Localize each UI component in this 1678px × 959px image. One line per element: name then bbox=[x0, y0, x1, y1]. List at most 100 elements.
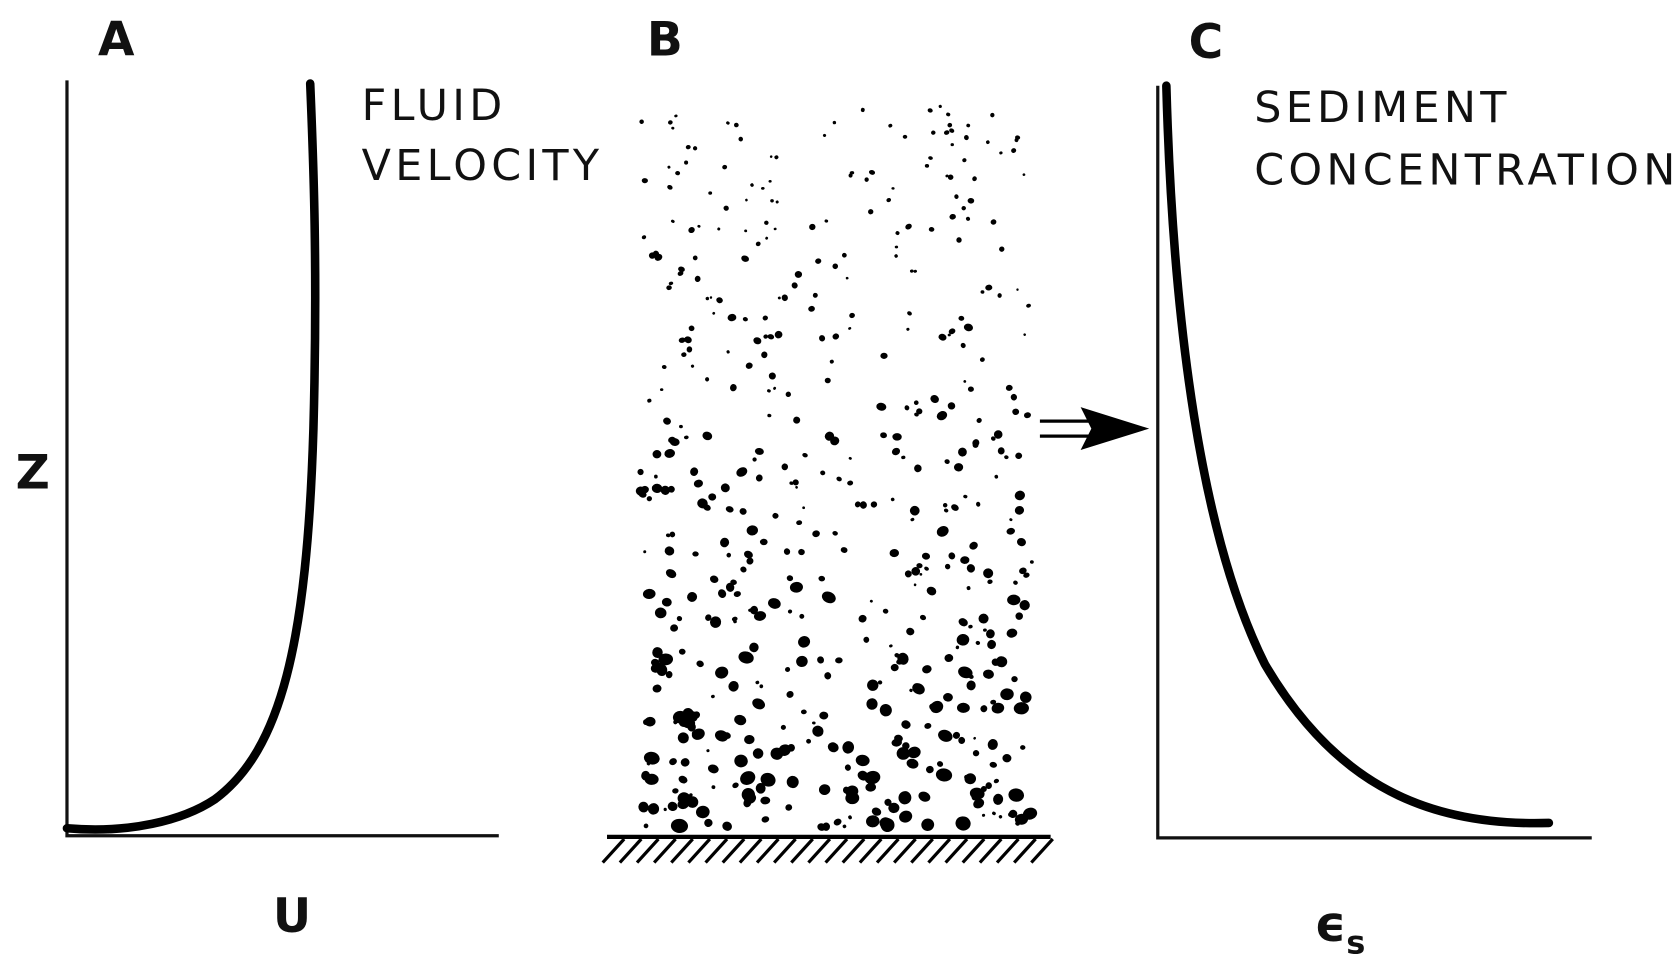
grain bbox=[985, 284, 993, 291]
grain bbox=[740, 566, 747, 573]
grain bbox=[922, 665, 932, 674]
grain bbox=[664, 449, 676, 458]
grain bbox=[958, 666, 973, 679]
grain bbox=[930, 395, 939, 404]
grain bbox=[902, 134, 908, 139]
grain bbox=[966, 586, 971, 591]
grain bbox=[759, 538, 768, 546]
grain bbox=[741, 255, 750, 262]
grain bbox=[889, 549, 900, 558]
grain bbox=[691, 730, 700, 737]
grain bbox=[708, 493, 717, 501]
grain bbox=[670, 219, 675, 223]
grain bbox=[919, 573, 923, 576]
grain bbox=[847, 480, 854, 486]
grain bbox=[909, 269, 914, 273]
grain bbox=[651, 483, 663, 494]
grain bbox=[755, 782, 766, 794]
grain bbox=[755, 241, 761, 247]
grain bbox=[913, 583, 917, 587]
grain bbox=[955, 645, 960, 650]
grain bbox=[938, 104, 942, 109]
grain bbox=[644, 716, 656, 727]
grain bbox=[981, 813, 986, 817]
grain bbox=[1022, 173, 1026, 176]
grain bbox=[958, 447, 967, 457]
grain bbox=[785, 391, 791, 397]
grain bbox=[726, 350, 730, 354]
grain bbox=[820, 470, 826, 476]
grain bbox=[1019, 567, 1027, 575]
grain bbox=[848, 815, 852, 820]
grain bbox=[842, 252, 847, 258]
grain bbox=[796, 520, 803, 526]
grain bbox=[864, 770, 881, 785]
grain bbox=[866, 815, 880, 828]
grain bbox=[991, 702, 1005, 714]
grain bbox=[697, 224, 701, 228]
grain bbox=[808, 305, 815, 312]
grain bbox=[722, 164, 728, 170]
grain bbox=[722, 821, 732, 831]
grain bbox=[888, 802, 900, 814]
grain bbox=[947, 122, 953, 128]
grain bbox=[912, 683, 925, 695]
grain bbox=[907, 311, 912, 316]
grain bbox=[785, 804, 793, 811]
grain bbox=[637, 468, 644, 476]
grain bbox=[717, 227, 721, 231]
grain bbox=[948, 328, 956, 335]
grain bbox=[882, 608, 889, 614]
grain bbox=[812, 725, 824, 737]
panel-title: CONCENTRATION bbox=[1254, 145, 1678, 195]
grain bbox=[791, 282, 798, 289]
grain bbox=[664, 546, 675, 556]
grain bbox=[1016, 288, 1019, 291]
grain bbox=[767, 413, 772, 418]
grain bbox=[734, 714, 747, 726]
grain bbox=[647, 398, 652, 403]
grain bbox=[710, 694, 715, 699]
grain bbox=[786, 775, 799, 789]
grain bbox=[909, 505, 920, 516]
grain bbox=[773, 227, 777, 231]
subscript: s bbox=[1346, 924, 1365, 959]
grain bbox=[789, 481, 794, 485]
grain bbox=[672, 710, 688, 724]
grain bbox=[1014, 490, 1025, 501]
grain bbox=[642, 588, 656, 599]
grain bbox=[738, 651, 754, 664]
grain bbox=[684, 160, 689, 165]
grain bbox=[918, 791, 931, 802]
grain bbox=[785, 666, 791, 672]
grain bbox=[709, 575, 719, 583]
grain bbox=[895, 231, 900, 236]
grain bbox=[796, 655, 808, 668]
grain bbox=[1026, 813, 1031, 818]
grain bbox=[967, 198, 975, 204]
grain bbox=[860, 107, 865, 113]
grain bbox=[876, 402, 887, 411]
concentration-curve bbox=[1162, 81, 1554, 828]
grain bbox=[750, 183, 754, 187]
grain bbox=[868, 209, 874, 215]
grain bbox=[760, 772, 776, 787]
grain bbox=[812, 530, 820, 538]
grain bbox=[787, 743, 795, 752]
hatch-line bbox=[927, 837, 952, 864]
hatch-line bbox=[858, 837, 883, 864]
panel-title: VELOCITY bbox=[362, 141, 604, 191]
grain bbox=[998, 815, 1003, 819]
grain bbox=[951, 504, 959, 511]
grain bbox=[665, 569, 677, 579]
grain bbox=[1015, 452, 1023, 460]
grain bbox=[677, 270, 684, 276]
grain bbox=[868, 169, 876, 175]
grain bbox=[845, 276, 849, 280]
grain bbox=[946, 112, 951, 117]
grain bbox=[964, 135, 969, 141]
grain bbox=[669, 758, 677, 766]
grain bbox=[980, 290, 985, 294]
grain bbox=[798, 548, 805, 556]
